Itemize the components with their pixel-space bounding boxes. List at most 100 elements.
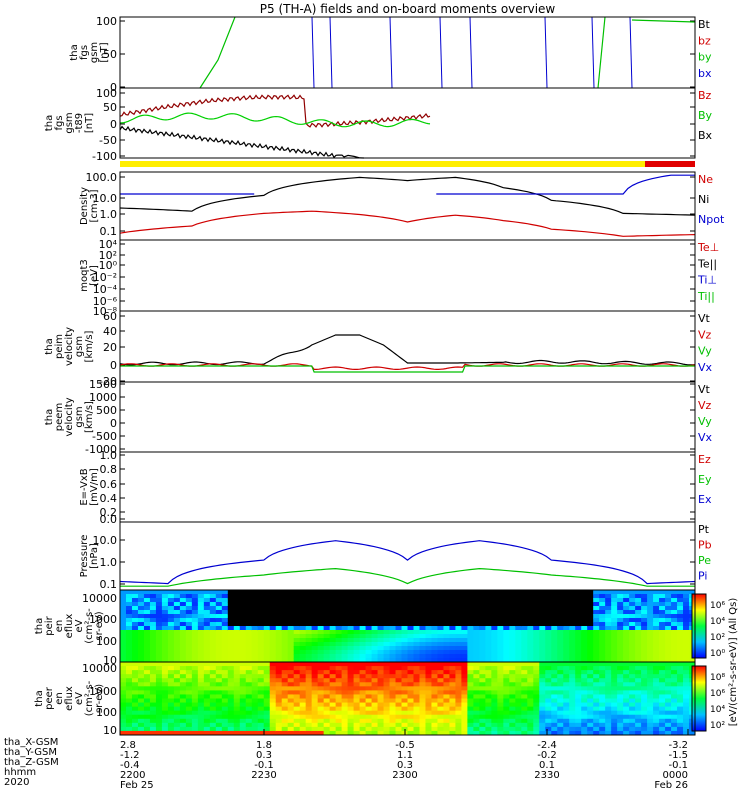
spec-cell [263, 694, 271, 699]
spec-cell [149, 638, 157, 643]
spec-cell [239, 650, 247, 655]
spec-cell [299, 718, 307, 724]
y-tick-label: 50 [103, 48, 117, 61]
spec-cell [281, 682, 289, 687]
spec-cell [221, 710, 229, 716]
spec-cell [347, 594, 355, 599]
spec-cell [299, 670, 307, 675]
spec-cell [197, 682, 205, 687]
legend-entry: Bx [698, 129, 713, 142]
spec-cell [407, 642, 414, 647]
y-axis-label: en [54, 692, 65, 705]
y-axis-label: [nT] [84, 113, 95, 133]
spec-cell [485, 710, 492, 716]
spec-cell [467, 670, 474, 675]
spec-cell [161, 618, 169, 623]
spec-cell [275, 658, 283, 663]
spec-cell [203, 610, 211, 615]
spec-cell [605, 638, 612, 643]
spec-cell [617, 718, 624, 724]
spec-cell [539, 634, 546, 639]
spec-cell [611, 602, 618, 607]
spec-cell [197, 666, 205, 671]
x-tick-label: 0000 [663, 770, 688, 781]
spec-cell [353, 590, 361, 595]
spec-cell [401, 634, 408, 639]
spec-cell [515, 710, 522, 716]
spec-cell [383, 658, 391, 663]
spec-cell [293, 634, 301, 639]
y-axis-label: tha [44, 338, 55, 354]
spec-cell [617, 702, 624, 708]
spec-cell [233, 682, 241, 687]
spec-cell [191, 662, 199, 667]
spec-cell [125, 602, 133, 607]
spec-cell [611, 606, 618, 611]
spec-cell [395, 610, 403, 615]
spec-cell [359, 614, 367, 619]
spec-cell [683, 682, 690, 687]
spec-cell [245, 726, 253, 732]
spec-cell [677, 654, 684, 659]
spec-cell [551, 618, 558, 623]
spec-cell [179, 694, 187, 699]
spec-cell [503, 686, 510, 691]
y-tick-label: 1.0 [100, 449, 118, 462]
spec-cell [347, 590, 355, 595]
spec-cell [245, 662, 253, 667]
spec-cell [215, 714, 223, 720]
spec-cell [419, 690, 426, 695]
spec-cell [545, 682, 552, 687]
spec-cell [179, 702, 187, 708]
spec-cell [179, 630, 187, 635]
spec-cell [677, 702, 684, 708]
spec-cell [143, 658, 151, 663]
spec-cell [653, 726, 660, 732]
spec-cell [431, 602, 438, 607]
spec-cell [533, 706, 540, 712]
spec-cell [551, 698, 558, 704]
spec-cell [647, 682, 654, 687]
spec-cell [389, 606, 397, 611]
spec-cell [599, 650, 606, 655]
spec-cell [479, 718, 486, 724]
spec-cell [545, 638, 552, 643]
spec-cell [305, 702, 313, 708]
spec-cell [497, 650, 504, 655]
spec-cell [179, 666, 187, 671]
spec-cell [527, 610, 534, 615]
spec-cell [335, 678, 343, 683]
spec-cell [563, 726, 570, 732]
spec-cell [557, 658, 564, 663]
spec-cell [575, 702, 582, 708]
spec-cell [317, 626, 325, 631]
spec-cell [419, 662, 426, 667]
spec-cell [485, 614, 492, 619]
spec-cell [215, 686, 223, 691]
spec-cell [527, 706, 534, 712]
spec-cell [491, 638, 498, 643]
spec-cell [341, 666, 349, 671]
spec-cell [509, 726, 516, 732]
spec-cell [491, 650, 498, 655]
spec-cell [221, 654, 229, 659]
spec-cell [203, 690, 211, 695]
spec-cell [377, 706, 385, 712]
spec-cell [323, 730, 331, 736]
spec-cell [497, 730, 504, 736]
spec-cell [389, 630, 397, 635]
spec-cell [437, 638, 444, 643]
spec-cell [683, 630, 690, 635]
spec-cell [275, 642, 283, 647]
spec-cell [413, 714, 420, 720]
spec-cell [347, 698, 355, 704]
spec-cell [215, 666, 223, 671]
spec-cell [221, 626, 229, 631]
spec-cell [215, 598, 223, 603]
spec-cell [371, 730, 379, 736]
spec-cell [629, 606, 636, 611]
spec-cell [383, 678, 391, 683]
spec-cell [233, 670, 241, 675]
spec-cell [413, 618, 420, 623]
spec-cell [275, 718, 283, 724]
